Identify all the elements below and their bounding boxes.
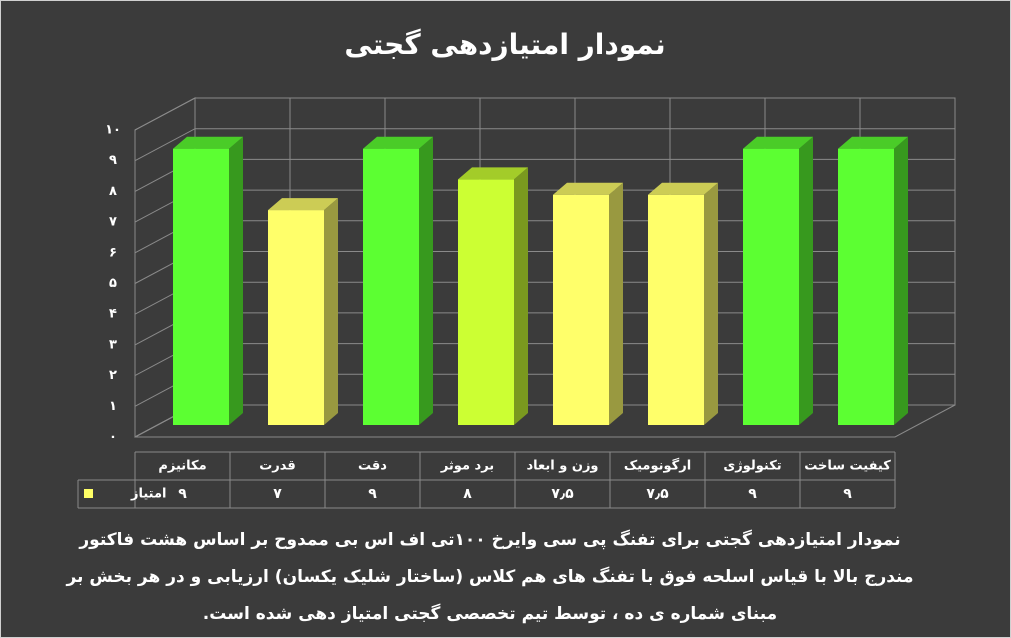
value-label: ۷٫۵: [646, 486, 669, 502]
bar-top: [553, 182, 623, 195]
value-label: ۹: [843, 486, 852, 502]
caption-line: نمودار امتیازدهی گجتی برای تفنگ پی سی وا…: [78, 529, 900, 550]
bar: [648, 194, 704, 425]
bar-top: [268, 198, 338, 211]
bar-side: [514, 167, 528, 425]
grid-line: [134, 404, 955, 438]
y-tick-label: ۱: [109, 399, 117, 414]
bar: [268, 210, 324, 425]
grid-line: [134, 158, 955, 192]
bar-side: [704, 182, 718, 425]
caption-line: مبنای شماره ی ده ، توسط تیم تخصصی گجتی ا…: [203, 603, 777, 624]
y-tick-label: ۸: [109, 184, 117, 199]
chart-title: نمودار امتیازدهی گجتی: [344, 28, 665, 61]
y-tick-label: ۵: [109, 276, 117, 291]
x-tick-label: دقت: [358, 459, 387, 474]
floor: [134, 404, 956, 438]
bar-side: [419, 136, 433, 425]
grid-line: [134, 128, 955, 162]
bar: [363, 148, 419, 425]
x-tick-label: کیفیت ساخت: [804, 459, 891, 474]
x-tick-label: قدرت: [259, 459, 296, 474]
grid-line: [134, 97, 955, 131]
bar: [743, 148, 799, 425]
grid-line: [134, 373, 955, 407]
legend-swatch: [84, 489, 93, 498]
value-label: ۹: [748, 486, 757, 502]
value-label: ۷٫۵: [551, 486, 574, 502]
bar-side: [894, 136, 908, 425]
grid-line: [134, 312, 955, 346]
y-tick-label: ۷: [109, 215, 117, 230]
bar-top: [458, 167, 528, 180]
y-tick-label: ۹: [109, 153, 117, 168]
y-tick-label: ۳: [109, 337, 117, 352]
x-tick-label: تکنولوژی: [723, 459, 781, 474]
bar-side: [609, 182, 623, 425]
bar: [458, 179, 514, 425]
legend-label: امتیاز: [130, 487, 166, 502]
caption-line: مندرج بالا با قیاس اسلحه فوق با تفنگ های…: [65, 566, 913, 587]
x-tick-label: وزن و ابعاد: [526, 459, 598, 474]
grid-line: [134, 343, 955, 377]
y-tick-label: ۶: [109, 245, 117, 260]
x-tick-label: ارگونومیک: [624, 458, 691, 474]
grid-line: [134, 189, 955, 223]
value-label: ۹: [178, 486, 187, 502]
value-label: ۸: [463, 486, 472, 502]
grid-line: [134, 220, 955, 254]
bar: [173, 148, 229, 425]
bar-top: [363, 136, 433, 149]
bar-side: [799, 136, 813, 425]
grid-line: [134, 251, 955, 284]
bar-top: [838, 136, 908, 149]
y-tick-label: ۲: [109, 368, 117, 383]
y-tick-label: ۰: [109, 430, 117, 445]
y-tick-label: ۴: [109, 307, 117, 322]
x-tick-label: برد موثر: [440, 459, 494, 474]
bar: [553, 194, 609, 425]
grid-line: [134, 281, 955, 315]
bar-side: [324, 198, 338, 425]
bar-top: [743, 136, 813, 149]
bar-side: [229, 136, 243, 425]
bar-top: [173, 136, 243, 149]
bar-top: [648, 182, 718, 195]
x-tick-label: مکانیزم: [158, 459, 206, 474]
bar: [838, 148, 894, 425]
value-label: ۹: [368, 486, 377, 502]
y-tick-label: ۱۰: [105, 123, 121, 138]
value-label: ۷: [273, 486, 282, 502]
